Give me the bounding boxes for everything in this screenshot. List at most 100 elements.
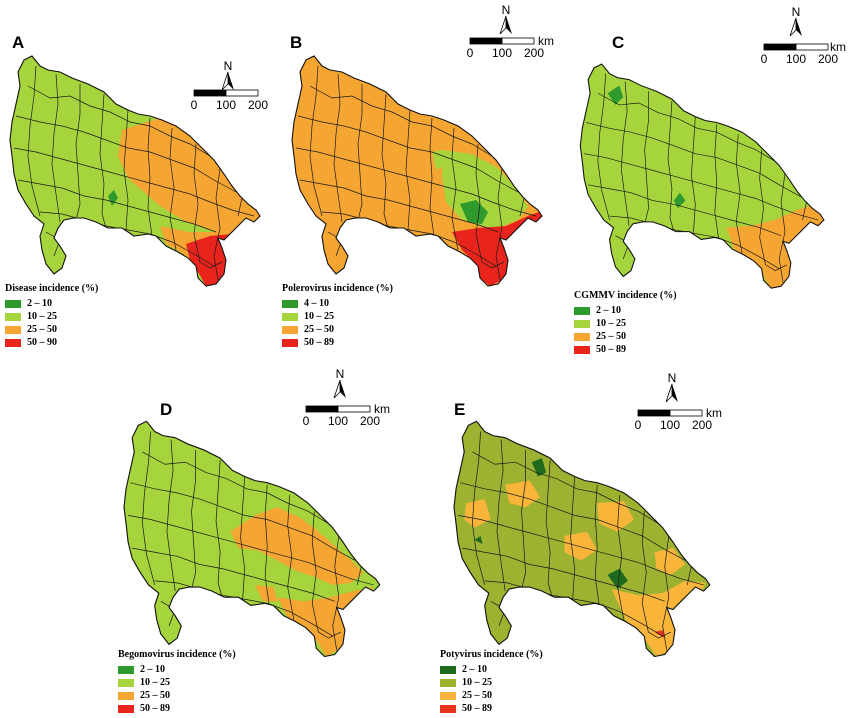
panel-a: A N 0 100 200 Disease incidence (%) 2 – …: [0, 0, 290, 360]
legend-item: 25 – 50: [440, 689, 543, 702]
legend-label: 10 – 25: [27, 311, 57, 322]
panel-a-legend: Disease incidence (%) 2 – 10 10 – 25 25 …: [5, 283, 98, 349]
scale-tick-0: 0: [303, 414, 310, 428]
legend-item: 10 – 25: [440, 676, 543, 689]
legend-swatch: [5, 338, 21, 347]
legend-label: 2 – 10: [140, 664, 165, 675]
scale-tick-200: 200: [248, 98, 268, 112]
legend-item: 25 – 50: [5, 323, 98, 336]
legend-label: 25 – 50: [304, 324, 334, 335]
panel-c-scale-bar: km 0 100 200: [761, 42, 846, 66]
panel-a-scale-bar: 0 100 200: [191, 89, 268, 112]
legend-swatch: [440, 678, 456, 687]
north-label: N: [792, 6, 801, 19]
legend-swatch: [574, 319, 590, 328]
region-fill-50-90: [186, 234, 234, 286]
panel-b: B N km 0 100 200 Polerovirus incidence (…: [282, 0, 572, 360]
legend-item: 50 – 89: [574, 343, 677, 356]
scale-tick-0: 0: [635, 418, 642, 432]
panel-e-map: [453, 420, 711, 658]
legend-swatch: [440, 665, 456, 674]
scale-tick-100: 100: [660, 418, 680, 432]
panel-b-letter: B: [290, 33, 303, 52]
legend-title: Polerovirus incidence (%): [282, 283, 393, 294]
legend-title: CGMMV incidence (%): [574, 290, 677, 301]
legend-swatch: [282, 312, 298, 321]
panel-e-legend: Potyvirus incidence (%) 2 – 10 10 – 25 2…: [440, 649, 543, 715]
legend-label: 10 – 25: [596, 318, 626, 329]
panel-c-legend: CGMMV incidence (%) 2 – 10 10 – 25 25 – …: [574, 290, 677, 356]
panel-b-north-arrow: N: [499, 4, 512, 35]
legend-item: 50 – 89: [440, 702, 543, 715]
legend-label: 2 – 10: [27, 298, 52, 309]
legend-title: Disease incidence (%): [5, 283, 99, 294]
legend-swatch: [440, 704, 456, 713]
legend-label: 50 – 89: [462, 703, 492, 714]
panel-e-north-arrow: N: [665, 372, 678, 403]
legend-label: 25 – 50: [27, 324, 57, 335]
legend-title: Potyvirus incidence (%): [440, 649, 543, 660]
scale-unit: km: [538, 36, 554, 48]
region-fill-25-50-northwest: [505, 480, 540, 508]
panel-c-north-arrow: N: [789, 6, 802, 37]
legend-item: 10 – 25: [282, 310, 393, 323]
legend-swatch: [282, 299, 298, 308]
legend-label: 50 – 89: [140, 703, 170, 714]
region-fill-25-50: [118, 118, 260, 236]
legend-swatch: [574, 345, 590, 354]
legend-swatch: [574, 306, 590, 315]
panel-b-scale-bar: km 0 100 200: [467, 36, 554, 60]
legend-item: 2 – 10: [440, 663, 543, 676]
north-label: N: [668, 372, 677, 385]
legend-label: 50 – 90: [27, 337, 57, 348]
scale-tick-100: 100: [786, 52, 806, 66]
legend-item: 25 – 50: [282, 323, 393, 336]
legend-item: 10 – 25: [574, 317, 677, 330]
scale-tick-200: 200: [692, 418, 712, 432]
panel-d-north-arrow: N: [333, 368, 346, 399]
legend-swatch: [574, 332, 590, 341]
panel-d: D N km 0 100 200 Begomovirus incidence (…: [110, 360, 410, 718]
legend-label: 50 – 89: [596, 344, 626, 355]
legend-item: 25 – 50: [574, 330, 677, 343]
region-fill-2-10-west: [474, 535, 483, 545]
scale-tick-200: 200: [360, 414, 380, 428]
panel-e-scale-bar: km 0 100 200: [635, 408, 722, 432]
region-fill-2-10-central: [607, 568, 628, 590]
region-fill-2-10: [607, 85, 624, 105]
legend-swatch: [282, 338, 298, 347]
region-fill-25-50: [726, 204, 824, 289]
legend-label: 25 – 50: [140, 690, 170, 701]
north-label: N: [336, 368, 345, 381]
panel-c: C N km 0 100 200 CGMMV incidence (%) 2 –…: [570, 0, 850, 360]
scale-tick-100: 100: [216, 98, 236, 112]
region-fill-2-10-north: [531, 458, 547, 477]
scale-tick-0: 0: [761, 52, 768, 66]
panel-e: E N km 0 100 200 Potyvirus in: [440, 360, 740, 718]
legend-item: 2 – 10: [574, 304, 677, 317]
scale-unit: km: [374, 404, 390, 416]
legend-item: 2 – 10: [118, 663, 236, 676]
scale-tick-200: 200: [818, 52, 838, 66]
region-fill-25-50-north: [597, 501, 635, 532]
panel-b-legend: Polerovirus incidence (%) 4 – 10 10 – 25…: [282, 283, 393, 349]
legend-swatch: [5, 325, 21, 334]
region-fill-2-10: [108, 190, 118, 206]
panel-d-legend: Begomovirus incidence (%) 2 – 10 10 – 25…: [118, 649, 236, 715]
panel-c-letter: C: [612, 33, 625, 52]
region-fill-25-50: [292, 56, 542, 286]
legend-swatch: [118, 665, 134, 674]
legend-item: 25 – 50: [118, 689, 236, 702]
legend-item: 4 – 10: [282, 297, 393, 310]
legend-swatch: [282, 325, 298, 334]
legend-label: 25 – 50: [462, 690, 492, 701]
legend-swatch: [118, 691, 134, 700]
legend-label: 2 – 10: [462, 664, 487, 675]
scale-tick-200: 200: [524, 46, 544, 60]
panel-a-letter: A: [12, 33, 25, 52]
legend-swatch: [5, 299, 21, 308]
panel-c-map: [579, 63, 825, 289]
region-fill-4-10: [460, 200, 488, 224]
legend-item: 50 – 89: [282, 336, 393, 349]
region-fill-2-10-central: [673, 192, 686, 209]
